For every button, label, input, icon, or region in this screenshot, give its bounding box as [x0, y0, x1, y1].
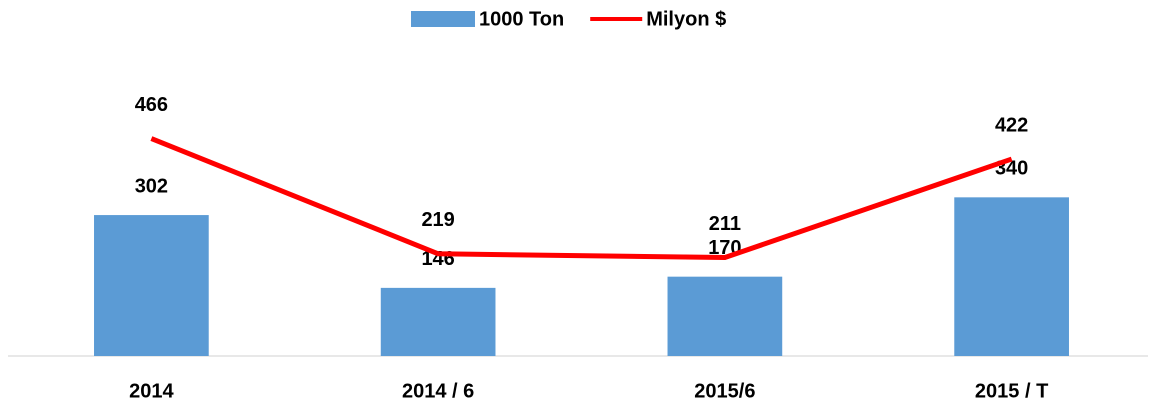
x-tick-label: 2015 / T: [975, 380, 1048, 402]
data-label: 302: [135, 175, 168, 197]
bar: [94, 215, 209, 356]
data-label: 422: [995, 114, 1028, 136]
x-tick-label: 2015/6: [694, 380, 755, 402]
legend-swatch: [411, 11, 475, 27]
x-tick-label: 2014 / 6: [402, 380, 474, 402]
data-label: 219: [421, 209, 454, 231]
bar: [667, 276, 783, 356]
data-label: 466: [135, 94, 168, 116]
x-tick-label: 2014: [129, 380, 174, 402]
line: [150, 136, 1013, 261]
legend-label: Milyon $: [646, 8, 726, 30]
bar: [380, 287, 496, 356]
legend-label: 1000 Ton: [479, 8, 564, 30]
data-label: 211: [709, 213, 741, 235]
bar: [954, 197, 1069, 356]
